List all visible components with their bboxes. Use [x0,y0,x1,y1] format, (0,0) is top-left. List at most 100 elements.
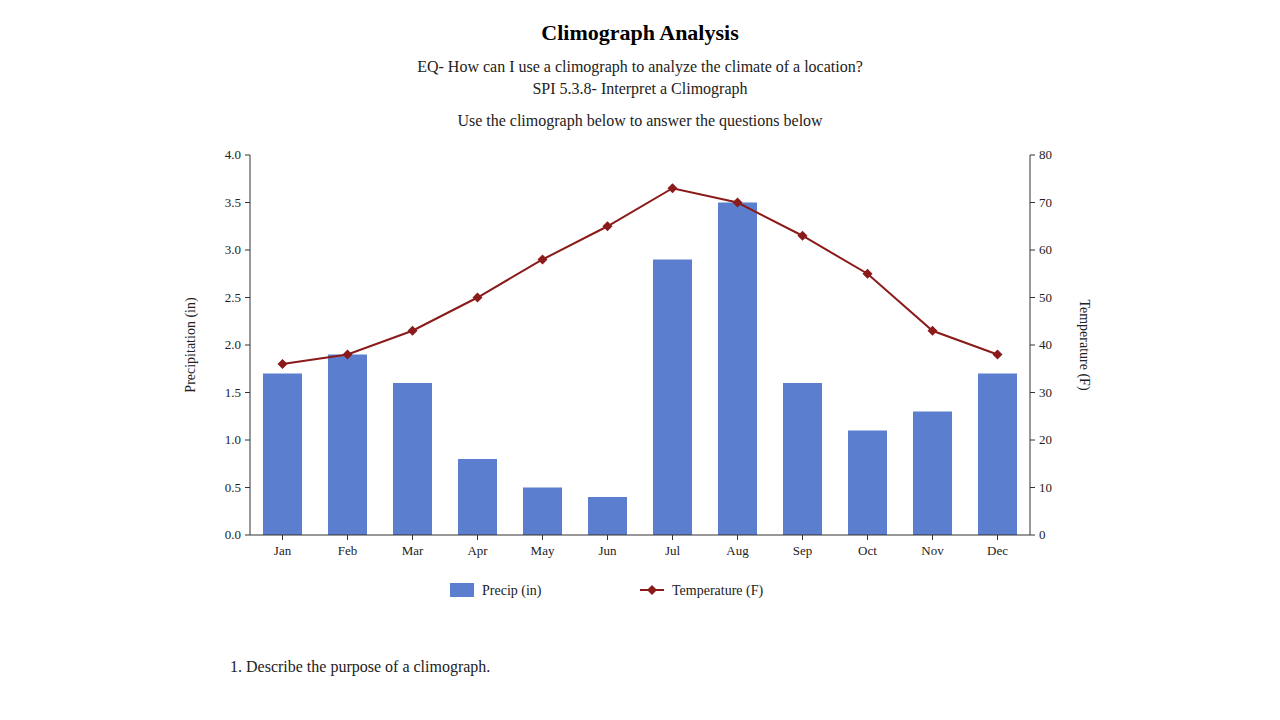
marker [278,359,288,369]
y-tick [245,440,250,441]
x-tick-label: Mar [402,543,424,558]
x-tick [802,535,803,540]
y-tick-label: 3.0 [225,242,241,257]
y2-tick-label: 70 [1039,195,1052,210]
y2-tick [1030,202,1035,203]
annotation: Use the climograph below to answer the q… [457,112,823,130]
y2-tick-label: 60 [1039,242,1052,257]
marker [993,350,1003,360]
x-tick-label: Apr [467,543,488,558]
marker [603,221,613,231]
x-tick [542,535,543,540]
marker [343,350,353,360]
x-tick-label: Feb [338,543,358,558]
y-tick [245,487,250,488]
bar [848,431,887,536]
y-tick-label: 0.0 [225,527,241,542]
x-tick-label: Aug [726,543,749,558]
y2-tick-label: 20 [1039,432,1052,447]
legend-swatch [450,583,474,597]
x-tick [737,535,738,540]
legend-label: Precip (in) [482,583,542,599]
x-tick-label: Oct [858,543,877,558]
marker [473,293,483,303]
line [283,188,998,364]
y-tick-label: 0.5 [225,480,241,495]
y2-axis-label: Temperature (F) [1076,299,1092,390]
legend-marker [647,585,657,595]
y-tick [245,392,250,393]
title: Climograph Analysis [541,20,739,45]
y-tick [245,297,250,298]
y2-tick-label: 80 [1039,147,1052,162]
y-tick [245,250,250,251]
plot-marks [263,183,1017,535]
y2-tick [1030,392,1035,393]
marker [798,231,808,241]
x-tick [932,535,933,540]
x-tick [282,535,283,540]
bar [588,497,627,535]
bar [458,459,497,535]
y-tick-label: 2.5 [225,290,241,305]
x-tick-label: Dec [987,543,1008,558]
legend: Precip (in) Temperature (F) [450,583,763,599]
bar [978,374,1017,536]
chart: Climograph Analysis EQ- How can I use a c… [0,0,1280,720]
bar [393,383,432,535]
y-tick-label: 1.0 [225,432,241,447]
marker [408,326,418,336]
annotation: 1. Describe the purpose of a climograph. [230,658,490,676]
x-tick [997,535,998,540]
x-tick [672,535,673,540]
bar [913,412,952,536]
y-tick-label: 3.5 [225,195,241,210]
y2-tick [1030,345,1035,346]
bar [653,260,692,536]
y-tick-label: 2.0 [225,337,241,352]
x-tick-label: Nov [921,543,944,558]
x-tick-label: Jun [598,543,617,558]
y2-tick [1030,155,1035,156]
bar [523,488,562,536]
marker [928,326,938,336]
y2-tick [1030,250,1035,251]
y2-tick [1030,535,1035,536]
marker [733,198,743,208]
y-tick-label: 4.0 [225,147,241,162]
x-tick-label: May [531,543,555,558]
marker [668,183,678,193]
y-tick [245,345,250,346]
x-tick [607,535,608,540]
y-tick [245,155,250,156]
x-tick [412,535,413,540]
bar [263,374,302,536]
y2-tick-label: 10 [1039,480,1052,495]
subtitle: SPI 5.3.8- Interpret a Climograph [532,80,747,98]
x-tick [867,535,868,540]
subtitle: EQ- How can I use a climograph to analyz… [417,58,863,76]
background [0,0,1280,720]
y-axis-label: Precipitation (in) [183,297,199,393]
y2-tick-label: 30 [1039,385,1052,400]
marker [863,269,873,279]
x-tick-label: Sep [793,543,813,558]
y-tick [245,535,250,536]
y2-tick-label: 50 [1039,290,1052,305]
x-axis [250,535,1030,536]
x-tick-label: Jan [274,543,292,558]
y2-tick [1030,440,1035,441]
y2-tick-label: 0 [1039,527,1046,542]
y2-tick [1030,487,1035,488]
x-tick [477,535,478,540]
y2-tick [1030,297,1035,298]
y-tick [245,202,250,203]
bar [783,383,822,535]
bar [328,355,367,536]
y2-tick-label: 40 [1039,337,1052,352]
x-tick-label: Jul [665,543,681,558]
x-tick [347,535,348,540]
bar [718,203,757,536]
legend-label: Temperature (F) [672,583,763,599]
y-tick-label: 1.5 [225,385,241,400]
